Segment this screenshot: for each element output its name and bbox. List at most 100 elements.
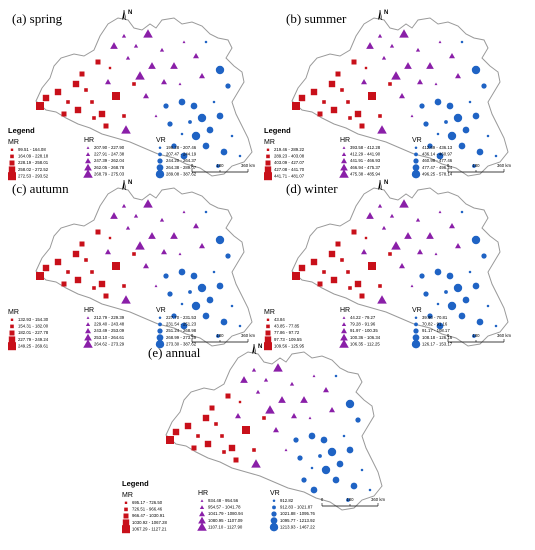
mr-station-marker (238, 400, 242, 404)
hr-station-marker (148, 62, 156, 69)
vr-station-marker (225, 253, 231, 259)
vr-station-marker (436, 302, 440, 306)
legend-range-label: 196.28 - 207.46 (166, 145, 197, 150)
vr-station-marker (468, 270, 472, 274)
vr-station-marker (206, 296, 214, 304)
vr-station-marker (334, 374, 338, 378)
mr-station-marker (61, 111, 67, 117)
legend-range-label: 403.09 - 427.07 (274, 160, 305, 165)
hr-station-marker (170, 62, 178, 69)
mr-station-marker (103, 123, 109, 129)
mr-station-marker (292, 102, 300, 110)
scale-label-mid: 180 (472, 163, 480, 168)
mr-station-marker (262, 416, 266, 420)
scale-label-zero: 0 (191, 163, 194, 168)
hr-station-marker (85, 328, 91, 334)
legend-range-label: 441.71 - 481.07 (274, 173, 305, 178)
vr-station-marker (458, 142, 466, 150)
legend-range-label: 258.02 - 272.52 (18, 167, 49, 172)
hr-station-marker (161, 79, 167, 85)
mr-station-marker (122, 519, 130, 526)
vr-station-marker (413, 158, 419, 164)
mr-station-marker (310, 258, 318, 266)
legend-range-label: 966.47 - 1030.91 (132, 513, 165, 518)
mr-station-marker (98, 110, 106, 118)
vr-station-marker (414, 322, 418, 327)
hr-station-marker (143, 29, 153, 38)
legend-range-label: 97.73 - 109.55 (274, 337, 302, 342)
vr-station-marker (163, 103, 169, 109)
vr-station-marker (332, 476, 340, 484)
hr-station-marker (265, 405, 275, 414)
north-arrow-right (253, 343, 257, 355)
vr-station-marker (427, 313, 433, 319)
vr-station-marker (156, 164, 164, 171)
hr-station-marker (193, 223, 199, 229)
mr-station-marker (378, 284, 382, 288)
mr-station-marker (354, 110, 362, 118)
vr-station-marker (206, 126, 214, 134)
legend-range-label: 912.82 (280, 498, 294, 503)
legend-range-label: 227.79 - 249.24 (18, 337, 49, 342)
vr-station-marker (155, 170, 165, 179)
mr-station-marker (9, 160, 15, 166)
hr-station-marker (438, 210, 442, 214)
hr-station-marker (389, 213, 395, 218)
vr-station-marker (444, 290, 448, 294)
vr-station-marker (447, 131, 457, 141)
mr-station-marker (220, 434, 224, 438)
hr-station-marker (377, 295, 387, 304)
legend-range-label: 466.94 - 475.37 (350, 165, 381, 170)
legend-category-mr: MR (264, 139, 275, 146)
legend-range-label: 212.79 - 229.39 (94, 315, 125, 320)
vr-station-marker (472, 282, 480, 290)
vr-station-marker (158, 152, 162, 157)
hr-station-marker (85, 152, 91, 157)
legend-range-label: 126.17 - 153.17 (422, 341, 453, 346)
hr-station-marker (251, 459, 261, 468)
hr-station-marker (434, 252, 438, 256)
legend-range-label: 106.35 - 112.25 (350, 341, 380, 346)
mr-station-marker (368, 262, 376, 270)
scale-label-max: 360 km (371, 497, 386, 502)
legend-range-label: 1080.95 - 1107.09 (208, 518, 243, 523)
mr-station-marker (346, 100, 350, 104)
vr-station-marker (414, 152, 418, 157)
mr-station-marker (84, 258, 88, 262)
vr-station-marker (360, 468, 364, 472)
mr-station-marker (228, 444, 236, 452)
mr-station-marker (266, 324, 270, 329)
mr-station-marker (196, 434, 200, 438)
vr-station-marker (212, 270, 216, 274)
mr-station-marker (66, 100, 70, 104)
legend-range-label: 243.49 - 253.09 (94, 328, 125, 333)
mr-station-marker (328, 250, 336, 258)
legend-range-label: 132.93 - 154.30 (18, 317, 49, 322)
mr-station-marker (202, 414, 210, 422)
mr-station-marker (191, 445, 197, 451)
legend-range-label: 1021.88 - 1095.76 (280, 511, 315, 516)
legend-range-label: 436.14 - 460.97 (422, 152, 453, 157)
vr-station-marker (414, 316, 418, 320)
mr-station-marker (172, 428, 180, 436)
legend-range-label: 475.38 - 485.94 (350, 171, 381, 176)
vr-station-marker (481, 253, 487, 259)
hr-station-marker (121, 203, 127, 208)
vr-station-marker (436, 322, 444, 330)
vr-station-marker (342, 434, 346, 438)
vr-station-marker (171, 313, 177, 319)
scale-label-zero: 0 (321, 497, 324, 502)
legend-category-hr: HR (84, 137, 94, 144)
vr-station-marker (167, 121, 173, 127)
mr-station-marker (322, 100, 326, 104)
hr-station-marker (159, 47, 165, 52)
hr-station-marker (199, 73, 205, 79)
vr-station-marker (230, 134, 234, 138)
legend-range-label: 164.09 - 228.18 (18, 154, 49, 159)
legend-range-label: 289.23 - 403.08 (274, 154, 305, 159)
